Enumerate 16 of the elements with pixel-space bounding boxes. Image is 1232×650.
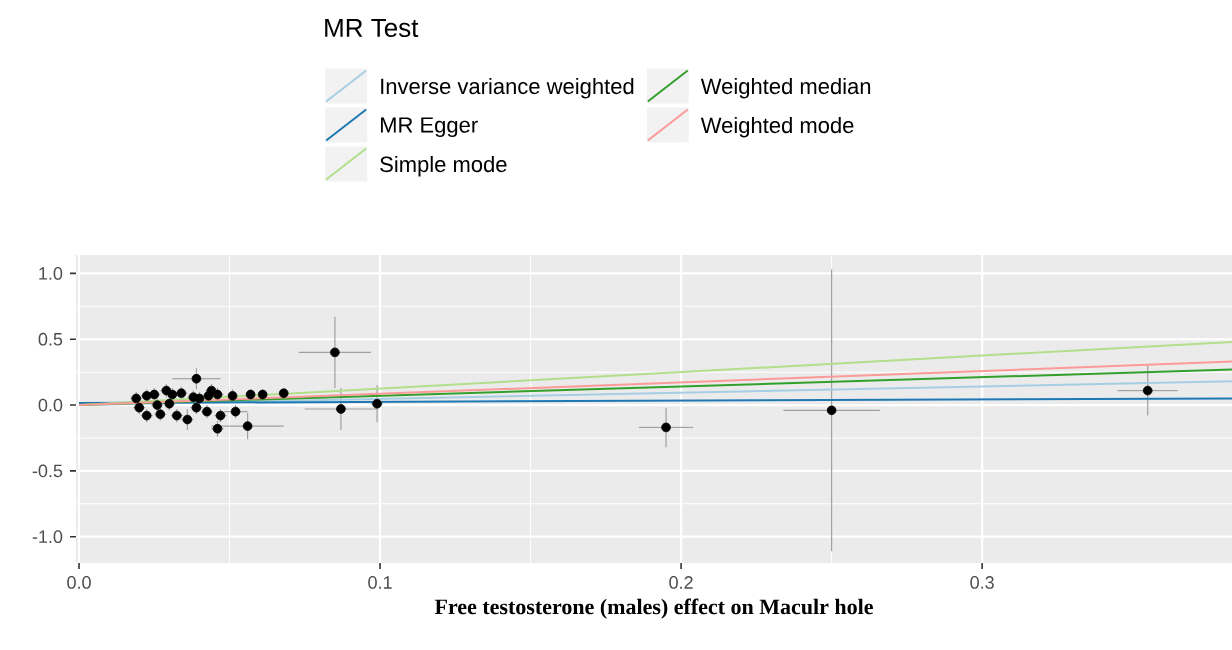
x-tick-label: 0.3 bbox=[970, 576, 994, 589]
y-tick-label: 0.5 bbox=[38, 332, 63, 346]
legend-label: Simple mode bbox=[380, 155, 507, 177]
x-tick-label: 0.0 bbox=[67, 576, 91, 589]
x-axis-title: Free testosterone (males) effect on Maculr hole bbox=[434, 598, 873, 619]
x-tick-label: 0.1 bbox=[368, 576, 392, 589]
y-tick-label: -0.5 bbox=[32, 464, 63, 478]
legend-label: Weighted median bbox=[700, 77, 871, 99]
x-tick-label: 0.2 bbox=[669, 576, 693, 589]
legend-label: Weighted mode bbox=[700, 116, 854, 138]
y-tick-label: -1.0 bbox=[32, 530, 63, 544]
legend-label: MR Egger bbox=[380, 117, 478, 138]
y-tick-label: 1.0 bbox=[39, 267, 63, 280]
legend-label: Inverse variance weighted bbox=[381, 77, 634, 99]
legend-title: MR Test bbox=[325, 18, 419, 38]
y-tick-label: 0.0 bbox=[38, 398, 63, 412]
